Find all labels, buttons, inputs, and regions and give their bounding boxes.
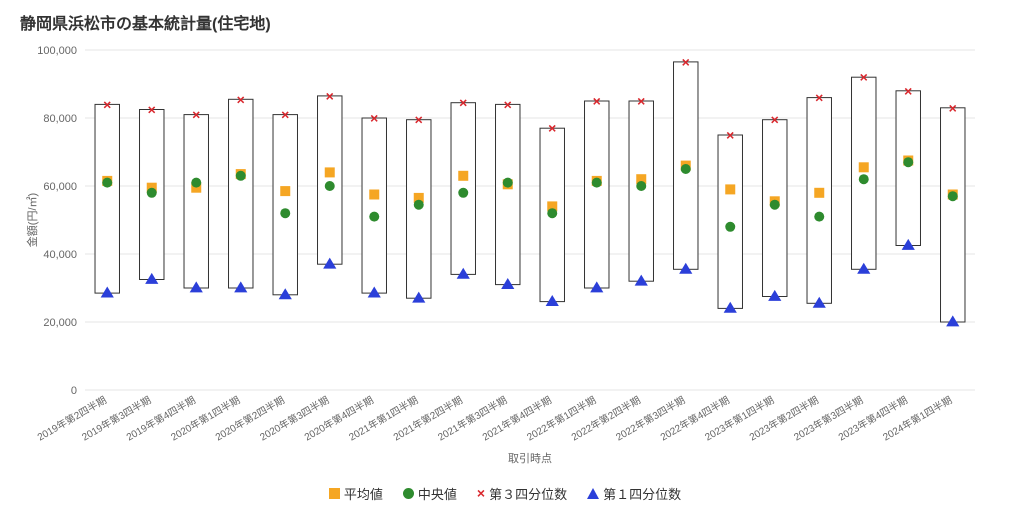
legend-label: 第１四分位数 <box>603 484 681 503</box>
svg-text:×: × <box>103 96 111 112</box>
svg-text:×: × <box>415 112 423 128</box>
svg-text:×: × <box>771 112 779 128</box>
svg-text:20,000: 20,000 <box>43 317 77 329</box>
svg-text:×: × <box>949 100 957 116</box>
legend-label: 第３四分位数 <box>489 484 567 503</box>
svg-text:100,000: 100,000 <box>37 45 77 57</box>
svg-text:×: × <box>637 93 645 109</box>
svg-text:×: × <box>815 90 823 106</box>
circle-icon <box>403 488 414 499</box>
svg-text:×: × <box>326 88 334 104</box>
svg-text:×: × <box>192 107 200 123</box>
legend-median: 中央値 <box>403 484 457 503</box>
chart-area: 0 20,000 40,000 60,000 80,000 100,000 金額(円/㎡) ×… <box>20 40 990 480</box>
triangle-icon <box>587 488 599 499</box>
legend-q1: 第１四分位数 <box>587 484 681 503</box>
svg-text:×: × <box>593 93 601 109</box>
x-icon: × <box>477 488 485 499</box>
svg-text:×: × <box>459 95 467 111</box>
svg-text:×: × <box>548 120 556 136</box>
svg-text:×: × <box>504 96 512 112</box>
svg-text:×: × <box>148 102 156 118</box>
svg-text:×: × <box>281 107 289 123</box>
svg-text:×: × <box>237 91 245 107</box>
svg-text:0: 0 <box>71 385 77 397</box>
svg-text:80,000: 80,000 <box>43 113 77 125</box>
svg-text:金額(円/㎡): 金額(円/㎡) <box>25 193 39 247</box>
svg-text:取引時点: 取引時点 <box>508 451 552 465</box>
legend-mean: 平均値 <box>329 484 383 503</box>
chart-title: 静岡県浜松市の基本統計量(住宅地) <box>20 10 990 34</box>
legend-q3: × 第３四分位数 <box>477 484 567 503</box>
svg-text:2024年第1四半期: 2024年第1四半期 <box>880 393 954 443</box>
square-icon <box>329 488 340 499</box>
svg-text:×: × <box>860 69 868 85</box>
svg-text:×: × <box>904 83 912 99</box>
svg-text:×: × <box>726 127 734 143</box>
legend-label: 平均値 <box>344 484 383 503</box>
legend: 平均値 中央値 × 第３四分位数 第１四分位数 <box>20 484 990 503</box>
legend-label: 中央値 <box>418 484 457 503</box>
svg-text:60,000: 60,000 <box>43 181 77 193</box>
svg-text:×: × <box>682 54 690 70</box>
svg-text:×: × <box>370 110 378 126</box>
svg-text:40,000: 40,000 <box>43 249 77 261</box>
